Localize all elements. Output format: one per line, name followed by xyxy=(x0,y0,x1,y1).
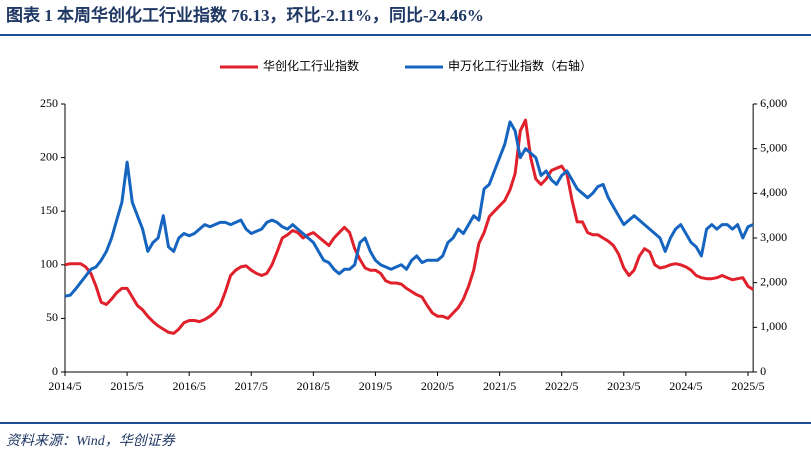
x-tick-label: 2019/5 xyxy=(359,379,392,393)
legend-label: 申万化工行业指数（右轴） xyxy=(448,58,592,73)
y-tick-label: 150 xyxy=(40,203,58,217)
y2-tick-label: 2,000 xyxy=(760,274,787,288)
x-tick-label: 2023/5 xyxy=(607,379,640,393)
x-tick-label: 2025/5 xyxy=(731,379,764,393)
rule xyxy=(0,34,811,36)
y-tick-label: 50 xyxy=(46,310,58,324)
x-tick-label: 2014/5 xyxy=(48,379,81,393)
series-line xyxy=(64,118,754,335)
y-tick-label: 250 xyxy=(40,96,58,110)
x-tick-label: 2020/5 xyxy=(421,379,454,393)
y2-tick-label: 0 xyxy=(760,364,766,378)
y2-tick-label: 4,000 xyxy=(760,185,787,199)
rule xyxy=(0,422,811,424)
x-tick-label: 2017/5 xyxy=(235,379,268,393)
legend-label: 华创化工行业指数 xyxy=(263,58,359,73)
y2-tick-label: 6,000 xyxy=(760,96,787,110)
y-tick-label: 0 xyxy=(52,364,58,378)
y2-tick-label: 3,000 xyxy=(760,230,787,244)
x-tick-label: 2016/5 xyxy=(173,379,206,393)
y2-tick-label: 1,000 xyxy=(760,319,787,333)
x-tick-label: 2015/5 xyxy=(110,379,143,393)
y-tick-label: 100 xyxy=(40,257,58,271)
x-tick-label: 2022/5 xyxy=(545,379,578,393)
y2-tick-label: 5,000 xyxy=(760,140,787,154)
y-tick-label: 200 xyxy=(40,149,58,163)
x-tick-label: 2021/5 xyxy=(483,379,516,393)
source: 资料来源：Wind，华创证券 xyxy=(6,433,176,449)
series-line xyxy=(64,120,754,298)
chart-title: 图表 1 本周华创化工行业指数 76.13，环比-2.11%，同比-24.46% xyxy=(6,5,484,25)
x-tick-label: 2024/5 xyxy=(669,379,702,393)
x-tick-label: 2018/5 xyxy=(297,379,330,393)
